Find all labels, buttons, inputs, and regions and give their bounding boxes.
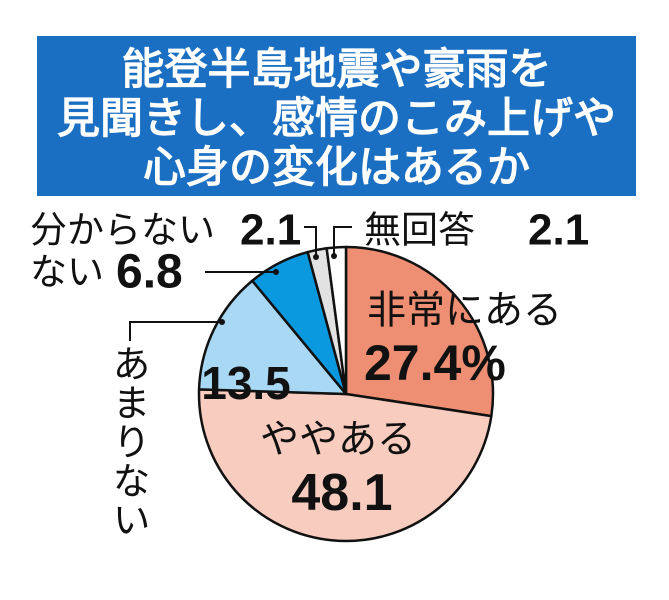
- leader-line-not-much: [129, 321, 222, 341]
- leader-lines: [129, 226, 352, 341]
- chart-title-line-2: 見聞きし、感情のこみ上げや: [57, 94, 616, 144]
- leader-dot-dont-know: [313, 254, 319, 260]
- pie-slices: [197, 245, 495, 543]
- category-label-very-much: 非常にある: [367, 289, 562, 334]
- pie-slice-somewhat: [197, 388, 493, 543]
- category-label-none: ない: [30, 251, 104, 294]
- chart-title-line-3: 心身の変化はあるか: [143, 143, 530, 193]
- category-label-no-answer: 無回答: [364, 209, 475, 252]
- pie-slice-no-answer: [325, 245, 348, 396]
- pie-slice-very-much: [344, 245, 495, 418]
- value-label-no-answer: 2.1: [528, 206, 589, 255]
- leader-line-no-answer: [333, 226, 352, 256]
- leader-line-dont-know: [304, 226, 317, 257]
- category-label-dont-know: 分からない: [30, 209, 215, 252]
- value-label-very-much: 27.4%: [364, 335, 506, 391]
- chart-title-line-1: 能登半島地震や豪雨を: [121, 45, 552, 95]
- value-label-dont-know: 2.1: [240, 206, 301, 255]
- category-label-not-much: あまりない: [106, 344, 150, 539]
- value-label-none: 6.8: [116, 246, 183, 299]
- value-label-somewhat: 48.1: [291, 464, 392, 522]
- value-label-not-much: 13.5: [201, 357, 291, 409]
- chart-title-box: 能登半島地震や豪雨を 見聞きし、感情のこみ上げや 心身の変化はあるか: [37, 36, 636, 196]
- pie-slice-not-much: [197, 279, 348, 396]
- category-label-somewhat: ややある: [260, 418, 416, 463]
- leader-dot-no-answer: [331, 253, 337, 259]
- leader-dot-not-much: [219, 319, 225, 325]
- leader-dot-none: [273, 269, 279, 275]
